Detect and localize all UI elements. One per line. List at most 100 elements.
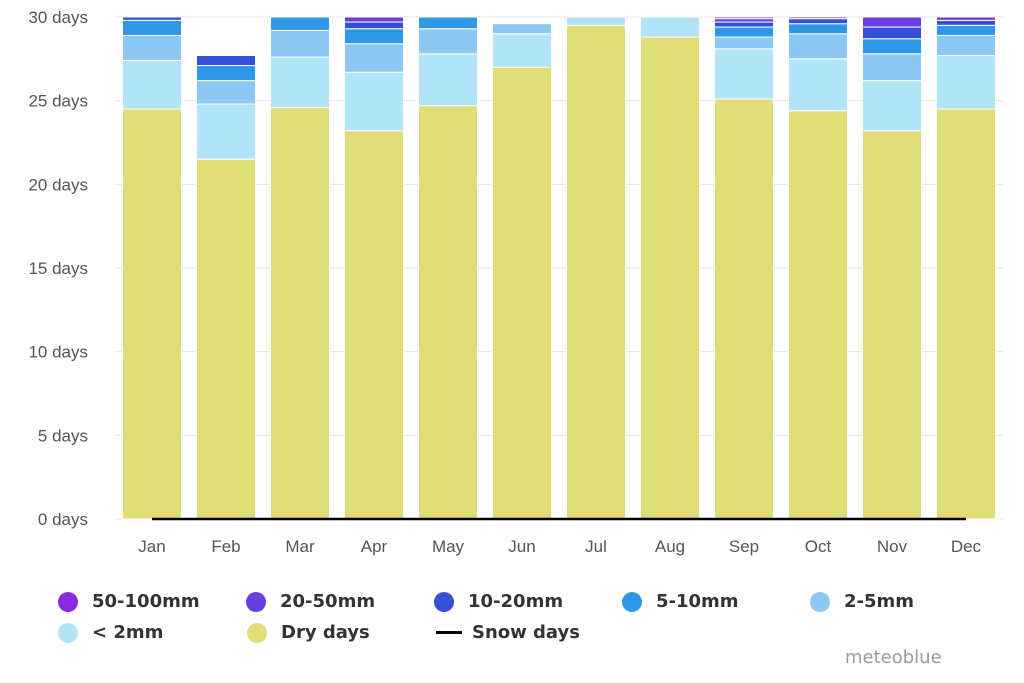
bar-segment[interactable] <box>936 16 996 21</box>
x-tick-label: Feb <box>211 537 240 556</box>
bar-segment[interactable] <box>196 54 256 67</box>
bar-segment[interactable] <box>788 110 848 520</box>
bar-segment[interactable] <box>270 29 330 58</box>
bar-segment[interactable] <box>344 43 404 73</box>
legend-item-dry-days[interactable]: Dry days <box>247 622 436 643</box>
legend-label: 50-100mm <box>92 591 200 612</box>
y-tick-label: 30 days <box>28 8 88 27</box>
bar-segment[interactable] <box>492 23 552 35</box>
legend-swatch-lt-2mm <box>58 622 78 643</box>
bar-segment[interactable] <box>714 26 774 38</box>
bar-segment[interactable] <box>862 130 922 520</box>
legend-label: 10-20mm <box>468 591 564 612</box>
bar-segment[interactable] <box>122 60 182 110</box>
bar-stack-nov <box>862 16 922 520</box>
y-axis-tick-labels: 0 days 5 days 10 days 15 days 20 days 25 days… <box>28 8 88 529</box>
bar-segment[interactable] <box>862 38 922 55</box>
legend: 50-100mm 20-50mm 10-20mm 5-10mm 2-5mm < … <box>58 586 998 648</box>
bar-stacks <box>122 16 996 520</box>
bar-stack-dec <box>936 16 996 520</box>
legend-item-2-5mm[interactable]: 2-5mm <box>810 591 998 612</box>
bar-segment[interactable] <box>936 54 996 110</box>
bar-segment[interactable] <box>936 34 996 56</box>
bar-stack-jul <box>566 16 626 520</box>
bar-segment[interactable] <box>862 26 922 40</box>
legend-swatch-10-20mm <box>434 591 454 612</box>
bar-segment[interactable] <box>936 24 996 36</box>
bar-segment[interactable] <box>418 105 478 520</box>
bar-stack-sep <box>714 16 774 520</box>
y-tick-label: 0 days <box>38 510 88 529</box>
bar-segment[interactable] <box>862 80 922 132</box>
bar-segment[interactable] <box>122 108 182 520</box>
bar-segment[interactable] <box>714 21 774 28</box>
legend-row-1: 50-100mm 20-50mm 10-20mm 5-10mm 2-5mm <box>58 586 998 617</box>
bar-segment[interactable] <box>418 53 478 107</box>
bar-segment[interactable] <box>492 33 552 68</box>
x-tick-label: Nov <box>877 537 908 556</box>
credit-text[interactable]: meteoblue <box>845 647 942 668</box>
legend-item-lt-2mm[interactable]: < 2mm <box>58 622 247 643</box>
bar-segment[interactable] <box>788 33 848 60</box>
legend-label: < 2mm <box>92 622 164 643</box>
legend-item-5-10mm[interactable]: 5-10mm <box>622 591 810 612</box>
bar-segment[interactable] <box>714 36 774 50</box>
bar-segment[interactable] <box>122 16 182 21</box>
legend-line-snow-days <box>436 631 462 634</box>
y-tick-label: 25 days <box>28 92 88 111</box>
bar-segment[interactable] <box>788 58 848 112</box>
bar-segment[interactable] <box>714 18 774 23</box>
x-tick-label: May <box>432 537 465 556</box>
bar-segment[interactable] <box>862 53 922 82</box>
legend-swatch-20-50mm <box>246 591 266 612</box>
legend-item-20-50mm[interactable]: 20-50mm <box>246 591 434 612</box>
bar-segment[interactable] <box>566 16 626 26</box>
bar-segment[interactable] <box>492 66 552 520</box>
bar-segment[interactable] <box>122 19 182 36</box>
bar-segment[interactable] <box>196 103 256 160</box>
bar-segment[interactable] <box>196 158 256 520</box>
legend-label: 2-5mm <box>844 591 915 612</box>
bar-segment[interactable] <box>936 19 996 26</box>
bar-segment[interactable] <box>344 130 404 520</box>
bar-segment[interactable] <box>418 16 478 30</box>
bar-segment[interactable] <box>270 56 330 108</box>
bar-segment[interactable] <box>862 16 922 28</box>
bar-segment[interactable] <box>566 24 626 520</box>
bar-segment[interactable] <box>344 71 404 132</box>
bar-segment[interactable] <box>788 16 848 20</box>
bar-segment[interactable] <box>270 106 330 520</box>
bar-segment[interactable] <box>640 16 700 38</box>
bar-segment[interactable] <box>270 16 330 31</box>
legend-swatch-5-10mm <box>622 591 642 612</box>
bar-segment[interactable] <box>418 28 478 55</box>
bar-segment[interactable] <box>344 16 404 23</box>
legend-item-snow-days[interactable]: Snow days <box>436 622 625 643</box>
bar-segment[interactable] <box>788 23 848 35</box>
bar-stack-apr <box>344 16 404 520</box>
bar-segment[interactable] <box>344 28 404 45</box>
bar-segment[interactable] <box>196 80 256 105</box>
bar-segment[interactable] <box>788 18 848 25</box>
bar-segment[interactable] <box>936 108 996 520</box>
bar-segment[interactable] <box>714 16 774 20</box>
bar-segment[interactable] <box>344 21 404 30</box>
bar-segment[interactable] <box>714 98 774 520</box>
legend-swatch-50-100mm <box>58 591 78 612</box>
bar-stack-jun <box>492 23 552 520</box>
bar-segment[interactable] <box>122 34 182 62</box>
bar-stack-may <box>418 16 478 520</box>
x-tick-label: Apr <box>361 537 388 556</box>
legend-label: Dry days <box>281 622 370 643</box>
bar-stack-feb <box>196 54 256 520</box>
bar-segment[interactable] <box>196 65 256 82</box>
legend-item-10-20mm[interactable]: 10-20mm <box>434 591 622 612</box>
x-tick-label: Mar <box>285 537 315 556</box>
y-tick-label: 10 days <box>28 343 88 362</box>
x-tick-label: Jul <box>585 537 607 556</box>
x-tick-label: Jun <box>508 537 535 556</box>
legend-item-50-100mm[interactable]: 50-100mm <box>58 591 246 612</box>
bar-segment[interactable] <box>714 48 774 100</box>
bar-segment[interactable] <box>640 36 700 520</box>
precipitation-days-chart: 0 days 5 days 10 days 15 days 20 days 25 days… <box>28 8 1003 556</box>
